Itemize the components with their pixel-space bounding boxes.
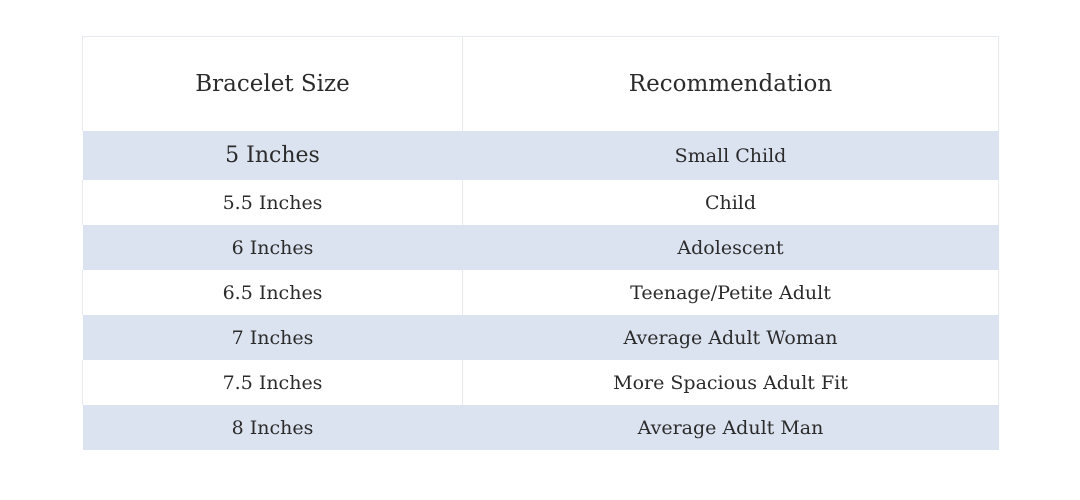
- size-cell: 5 Inches: [82, 131, 463, 180]
- recommendation-cell: Average Adult Woman: [462, 315, 999, 360]
- size-cell: 7.5 Inches: [82, 360, 463, 405]
- table-row: 5 Inches Small Child: [82, 131, 999, 180]
- table-header-row: Bracelet Size Recommendation: [82, 36, 999, 131]
- size-cell: 8 Inches: [82, 405, 463, 450]
- header-bracelet-size: Bracelet Size: [82, 36, 463, 131]
- recommendation-cell: Child: [462, 180, 999, 225]
- size-cell: 5.5 Inches: [82, 180, 463, 225]
- size-cell: 6 Inches: [82, 225, 463, 270]
- table-row: 8 Inches Average Adult Man: [82, 405, 999, 450]
- recommendation-cell: Teenage/Petite Adult: [462, 270, 999, 315]
- header-recommendation: Recommendation: [462, 36, 999, 131]
- recommendation-cell: More Spacious Adult Fit: [462, 360, 999, 405]
- recommendation-cell: Average Adult Man: [462, 405, 999, 450]
- table-row: 5.5 Inches Child: [82, 180, 999, 225]
- bracelet-size-table: Bracelet Size Recommendation 5 Inches Sm…: [82, 36, 999, 450]
- size-cell: 7 Inches: [82, 315, 463, 360]
- recommendation-cell: Adolescent: [462, 225, 999, 270]
- recommendation-cell: Small Child: [462, 131, 999, 180]
- table-row: 7.5 Inches More Spacious Adult Fit: [82, 360, 999, 405]
- table-row: 6 Inches Adolescent: [82, 225, 999, 270]
- size-cell: 6.5 Inches: [82, 270, 463, 315]
- table-row: 6.5 Inches Teenage/Petite Adult: [82, 270, 999, 315]
- table-row: 7 Inches Average Adult Woman: [82, 315, 999, 360]
